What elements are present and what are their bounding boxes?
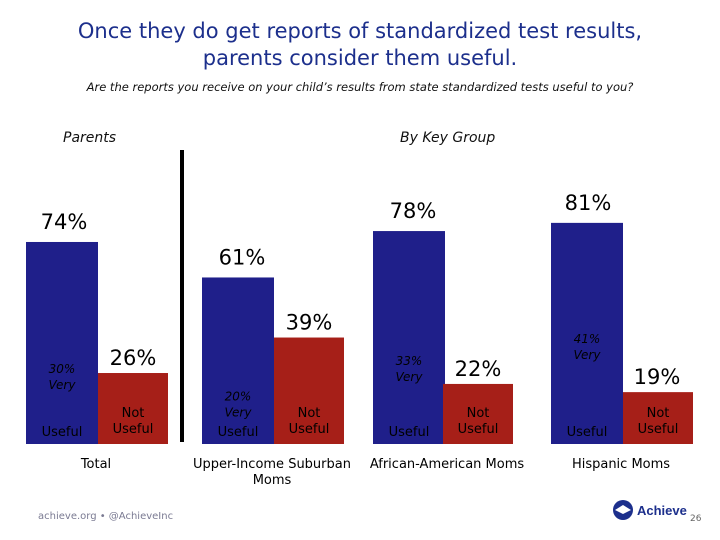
logo-mark: Achieve bbox=[613, 500, 687, 520]
very-useful-label: Very bbox=[225, 405, 253, 419]
section-label-key-group: By Key Group bbox=[400, 130, 496, 146]
page-number: 26 bbox=[690, 514, 702, 524]
bar-text-not-line-2: Useful bbox=[289, 422, 330, 437]
page-title: Once they do get reports of standardized… bbox=[0, 18, 720, 72]
bar-not-useful bbox=[98, 373, 168, 444]
bar-not-useful bbox=[274, 337, 344, 444]
value-label-not-useful: 39% bbox=[286, 311, 333, 335]
value-label-not-useful: 22% bbox=[455, 357, 502, 381]
value-label-useful: 74% bbox=[41, 210, 88, 234]
achieve-logo: Achieve bbox=[612, 498, 692, 528]
very-useful-percent: 33% bbox=[396, 354, 423, 368]
bar-useful bbox=[373, 231, 445, 444]
bar-text-not-line-1: Not bbox=[467, 406, 490, 421]
logo-text: Achieve bbox=[637, 503, 687, 518]
value-label-useful: 78% bbox=[390, 199, 437, 223]
value-label-useful: 81% bbox=[565, 191, 612, 215]
bar-text-not-line-1: Not bbox=[122, 406, 145, 421]
bar-text-not-line-2: Useful bbox=[113, 422, 154, 437]
category-label: Moms bbox=[253, 473, 292, 488]
value-label-useful: 61% bbox=[219, 245, 266, 269]
survey-question: Are the reports you receive on your chil… bbox=[86, 80, 634, 94]
very-useful-percent: 30% bbox=[49, 362, 76, 376]
title-line-2: parents consider them useful. bbox=[202, 46, 518, 70]
section-label-parents: Parents bbox=[63, 130, 117, 146]
category-label: Hispanic Moms bbox=[572, 457, 670, 472]
category-label: African-American Moms bbox=[370, 457, 525, 472]
very-useful-percent: 20% bbox=[225, 389, 252, 403]
bar-text-useful: Useful bbox=[567, 425, 608, 440]
very-useful-label: Very bbox=[49, 378, 77, 392]
category-label: Total bbox=[80, 457, 111, 472]
bar-text-not-line-2: Useful bbox=[638, 422, 679, 437]
title-line-1: Once they do get reports of standardized… bbox=[77, 19, 643, 43]
bar-text-useful: Useful bbox=[42, 425, 83, 440]
bar-text-not-line-1: Not bbox=[298, 406, 321, 421]
bar-text-useful: Useful bbox=[218, 425, 259, 440]
bar-useful bbox=[26, 241, 98, 444]
very-useful-label: Very bbox=[396, 370, 424, 384]
footer-credit: achieve.org • @AchieveInc bbox=[38, 511, 174, 522]
bar-text-not-line-1: Not bbox=[647, 406, 670, 421]
value-label-not-useful: 26% bbox=[110, 346, 157, 370]
very-useful-percent: 41% bbox=[574, 332, 601, 346]
bar-useful bbox=[551, 222, 623, 444]
category-label: Upper-Income Suburban bbox=[193, 457, 351, 472]
bar-text-not-line-2: Useful bbox=[458, 422, 499, 437]
very-useful-label: Very bbox=[574, 348, 602, 362]
bar-text-useful: Useful bbox=[389, 425, 430, 440]
bar-useful bbox=[202, 277, 274, 444]
bar-not-useful bbox=[623, 392, 693, 444]
value-label-not-useful: 19% bbox=[634, 365, 681, 389]
graduation-cap-icon bbox=[615, 505, 631, 514]
bar-not-useful bbox=[443, 383, 513, 444]
